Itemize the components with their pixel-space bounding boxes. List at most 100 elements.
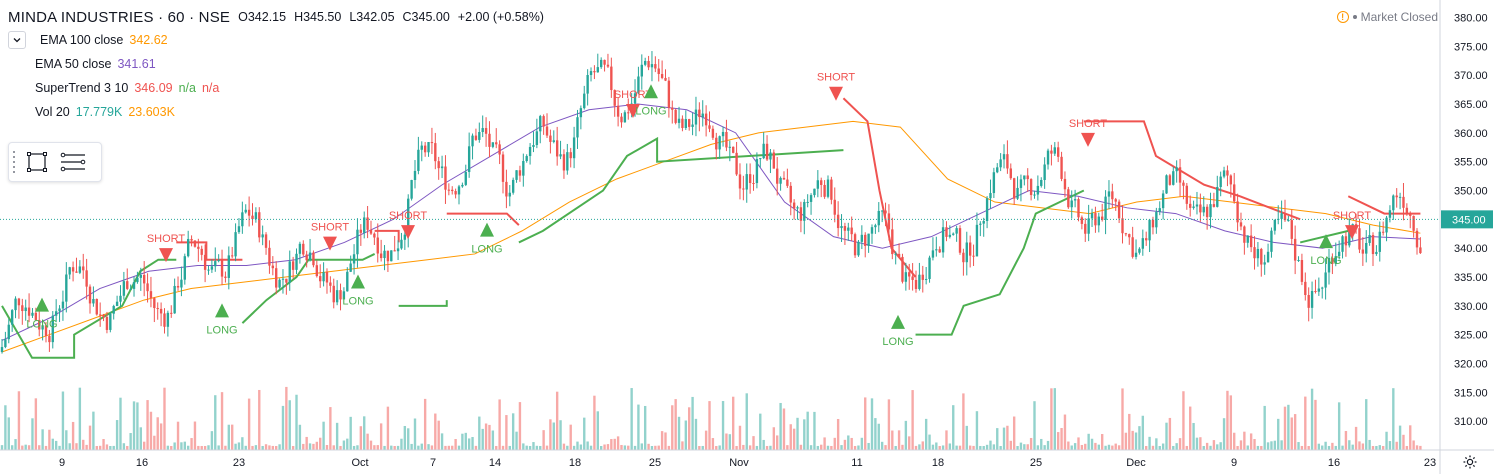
volume-bar [275,446,278,450]
volume-bar [1043,445,1046,450]
candle-body [61,301,65,309]
volume-bar [924,418,928,450]
volume-bar [721,401,725,450]
price-tick-label: 325.00 [1454,330,1488,342]
volume-bar [1233,432,1236,450]
indicator-volume[interactable]: Vol 20 17.779K 23.603K [8,100,544,124]
volume-bar [308,443,312,450]
supertrend-short-segment [446,212,520,226]
candle-body [752,183,755,185]
candle-body [992,172,996,194]
candle-body [1172,171,1175,185]
volume-bar [711,438,715,450]
candle-body [251,215,254,220]
gear-icon[interactable] [1462,454,1478,470]
volume-bar [1073,443,1077,450]
volume-bar [1161,443,1165,450]
candle-body [552,140,555,142]
volume-bar [1165,422,1168,450]
volume-bar [691,396,694,450]
drawing-toolbox[interactable] [8,142,102,182]
volume-bar [674,399,677,450]
candle-body [677,118,681,123]
candle-body [1124,233,1128,235]
ohlc-close: C345.00 [402,10,450,24]
short-signal-label: SHORT [614,89,653,101]
volume-bar [1134,432,1138,450]
volume-bar [247,398,251,450]
candle-body [708,125,711,129]
candle-body [786,179,789,186]
candle-body [163,313,166,327]
volume-bar [217,445,220,450]
indicator-supertrend[interactable]: SuperTrend 3 10 346.09 n/a n/a [8,76,544,100]
candle-body [139,274,142,278]
volume-bar [1046,440,1050,450]
volume-bar [755,445,759,450]
indicator-ema50[interactable]: EMA 50 close 341.61 [8,52,544,76]
candle-body [82,266,85,271]
indicator-extra: 23.603K [128,105,175,119]
volume-bar [752,436,755,450]
symbol-title[interactable]: MINDA INDUSTRIES · 60 · NSE [8,8,231,26]
horizontal-lines-icon[interactable] [55,147,91,177]
candle-body [1283,213,1287,221]
candle-body [1199,204,1202,213]
candle-body [173,285,176,314]
volume-bar [599,445,603,450]
candle-body [522,161,525,176]
candle-body [525,156,528,162]
volume-bar [555,391,559,450]
volume-bar [596,411,599,450]
volume-bar [1101,434,1104,450]
volume-bar [789,424,792,450]
candle-body [1256,248,1260,259]
volume-bar [173,442,176,450]
candle-body [1290,220,1293,239]
short-signal-label: SHORT [147,233,186,245]
volume-bar [352,445,356,450]
candle-body [241,212,244,227]
candle-body [1063,178,1067,190]
indicator-extra: n/a [201,81,220,95]
alert-icon: ! [1336,11,1349,23]
volume-bar [1321,445,1324,450]
candle-body [897,253,901,257]
volume-bar [525,445,528,450]
volume-bar [992,444,996,450]
candle-body [400,239,403,249]
volume-bar [593,395,596,450]
candle-body [335,290,339,303]
volume-bar [322,421,325,450]
volume-bar [78,387,82,450]
volume-bar [305,436,308,450]
candle-body [247,209,251,216]
rectangle-tool-icon[interactable] [19,147,55,177]
volume-bar [434,413,437,450]
candle-body [159,308,163,314]
volume-bar [921,441,924,450]
volume-bar [1094,442,1097,450]
candle-body [1073,199,1077,201]
candle-body [792,202,796,209]
volume-bar [1090,438,1094,450]
volume-bar [847,435,850,450]
chevron-down-icon[interactable] [8,31,26,49]
volume-bar [166,445,170,450]
volume-bar [444,445,447,450]
candle-body [1036,185,1040,195]
candle-body [579,108,583,118]
long-signal-label: LONG [342,296,373,308]
drag-handle[interactable] [9,143,19,181]
indicator-ema100[interactable]: EMA 100 close 342.62 [8,28,544,52]
volume-bar [1270,441,1273,450]
volume-bar [931,444,935,450]
volume-bar [857,445,860,450]
candle-body [356,229,359,255]
candle-body [748,174,752,184]
volume-bar [1419,445,1422,450]
volume-bar [918,444,921,450]
supertrend-short-segment [374,229,400,243]
